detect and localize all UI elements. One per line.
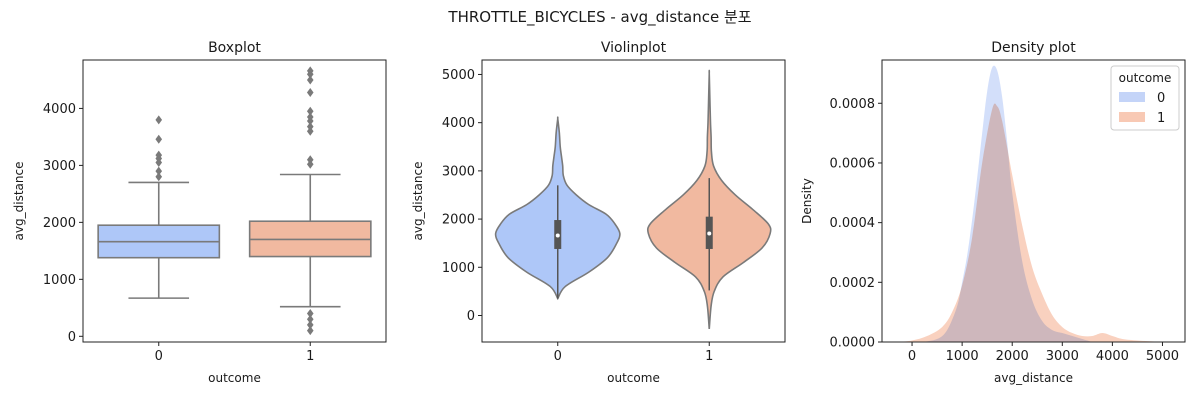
y-tick-label: 0 <box>467 309 475 324</box>
plot-frame <box>881 59 1186 343</box>
legend-swatch-1 <box>1119 112 1145 122</box>
outlier-point <box>306 326 314 336</box>
plot-frame <box>82 59 387 343</box>
outlier-point <box>306 122 314 132</box>
y-tick-label: 0.0000 <box>830 336 876 351</box>
panel-title: Boxplot <box>208 40 261 56</box>
density-area-0 <box>922 65 1093 342</box>
outlier-point <box>306 106 314 116</box>
figure-suptitle: THROTTLE_BICYCLES - avg_distance 분포 <box>447 8 751 27</box>
y-tick-label: 0 <box>68 330 76 345</box>
outlier-point <box>155 166 163 176</box>
outlier-point <box>306 159 314 169</box>
plot-frame <box>481 59 786 343</box>
outlier-point <box>306 87 314 97</box>
boxplot-panel: Boxplot outcome avg_distance 0 1000 2000 3000 4… <box>12 40 387 385</box>
x-tick-label: 0 <box>908 349 916 364</box>
outlier-point <box>155 150 163 160</box>
y-tick-label: 1000 <box>43 273 76 288</box>
x-tick-label: 0 <box>155 349 163 364</box>
y-tick-label: 0.0002 <box>830 276 876 291</box>
legend-title: outcome <box>1119 71 1172 85</box>
legend-label-1: 1 <box>1157 111 1165 126</box>
y-tick-label: 3000 <box>43 159 76 174</box>
violinplot-panel: Violinplot outcome avg_distance 0 1000 2000 30… <box>411 40 786 385</box>
x-axis-label: avg_distance <box>994 371 1073 385</box>
y-tick-label: 1000 <box>442 261 475 276</box>
density-plot-panel: Density plot avg_distance Density 0.0000 0.0… <box>800 40 1186 385</box>
outlier-point <box>306 320 314 330</box>
y-axis-label: avg_distance <box>12 162 26 241</box>
y-tick-label: 4000 <box>442 116 475 131</box>
y-tick-label: 4000 <box>43 102 76 117</box>
x-axis-label: outcome <box>607 371 660 385</box>
y-tick-label: 0.0006 <box>830 156 876 171</box>
violin-median-dot <box>707 231 712 236</box>
outlier-point <box>306 314 314 324</box>
y-axis-label: avg_distance <box>411 162 425 241</box>
x-tick-label: 1 <box>705 349 713 364</box>
violin-group-0 <box>494 116 621 301</box>
box-group-1 <box>248 66 372 336</box>
outlier-point <box>306 126 314 136</box>
x-tick-label: 3000 <box>1046 349 1079 364</box>
panel-title: Violinplot <box>601 40 667 56</box>
outlier-point <box>306 309 314 319</box>
x-tick-label: 5000 <box>1146 349 1179 364</box>
outlier-point <box>306 66 314 76</box>
y-tick-label: 2000 <box>442 213 475 228</box>
panel-title: Density plot <box>991 40 1076 56</box>
outlier-point <box>155 134 163 144</box>
outlier-point <box>306 112 314 122</box>
x-tick-label: 4000 <box>1096 349 1129 364</box>
outlier-point <box>155 172 163 182</box>
legend: outcome 0 1 <box>1110 65 1180 131</box>
outlier-point <box>306 75 314 85</box>
outlier-point <box>155 115 163 125</box>
y-tick-label: 0.0008 <box>830 97 876 112</box>
y-axis-label: Density <box>800 178 814 224</box>
legend-swatch-0 <box>1119 92 1145 102</box>
x-tick-label: 0 <box>554 349 562 364</box>
legend-label-0: 0 <box>1157 91 1165 106</box>
x-tick-label: 1000 <box>946 349 979 364</box>
y-tick-label: 3000 <box>442 164 475 179</box>
x-tick-label: 2000 <box>996 349 1029 364</box>
violin-group-1 <box>646 69 772 330</box>
box-group-0 <box>97 115 221 299</box>
violin-median-dot <box>555 233 560 238</box>
x-tick-label: 1 <box>306 349 314 364</box>
y-tick-label: 0.0004 <box>830 216 876 231</box>
outlier-point <box>306 155 314 165</box>
y-tick-label: 5000 <box>442 68 475 83</box>
x-axis-label: outcome <box>208 371 261 385</box>
y-tick-label: 2000 <box>43 216 76 231</box>
density-areas <box>897 65 1168 342</box>
